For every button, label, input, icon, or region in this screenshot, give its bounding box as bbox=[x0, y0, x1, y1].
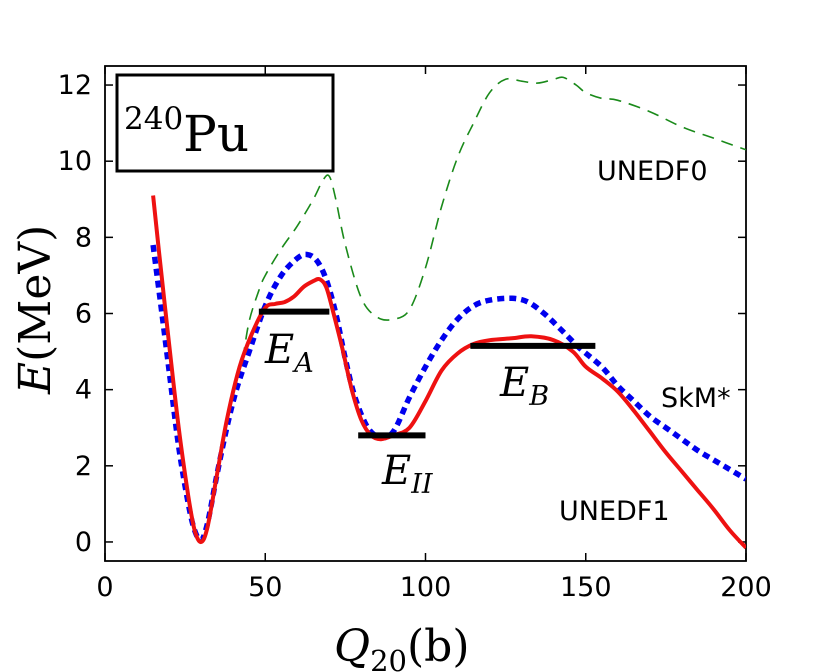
y-tick-label: 10 bbox=[58, 146, 92, 177]
level-label-eb: EB bbox=[499, 360, 549, 412]
label-skm: SkM* bbox=[661, 383, 731, 414]
y-tick-label: 2 bbox=[75, 451, 92, 482]
y-tick-label: 4 bbox=[75, 375, 92, 406]
x-tick-label: 150 bbox=[560, 572, 612, 603]
level-label-eii: EII bbox=[381, 448, 434, 500]
x-axis-title: Q20(b) bbox=[334, 621, 469, 672]
y-tick-label: 0 bbox=[75, 527, 92, 558]
y-tick-label: 12 bbox=[58, 70, 92, 101]
level-label-ea: EA bbox=[264, 327, 314, 379]
x-tick-label: 200 bbox=[720, 572, 772, 603]
x-tick-label: 50 bbox=[248, 572, 282, 603]
x-tick-label: 0 bbox=[96, 572, 113, 603]
axis-ticks: 0 50 100 150 200 0 2 4 6 8 10 12 bbox=[58, 66, 772, 603]
nucleus-box bbox=[115, 73, 335, 173]
y-axis-title: E(MeV) bbox=[10, 225, 61, 395]
nucleus-label: 240Pu bbox=[124, 101, 249, 163]
label-unedf1: UNEDF1 bbox=[559, 496, 670, 527]
y-tick-label: 6 bbox=[75, 299, 92, 330]
level-bars bbox=[258, 308, 596, 439]
x-tick-label: 100 bbox=[400, 572, 452, 603]
y-tick-label: 8 bbox=[75, 222, 92, 253]
label-unedf0: UNEDF0 bbox=[597, 156, 708, 187]
series-line-unedf1 bbox=[151, 195, 746, 550]
series-line-unedf0 bbox=[242, 76, 746, 360]
